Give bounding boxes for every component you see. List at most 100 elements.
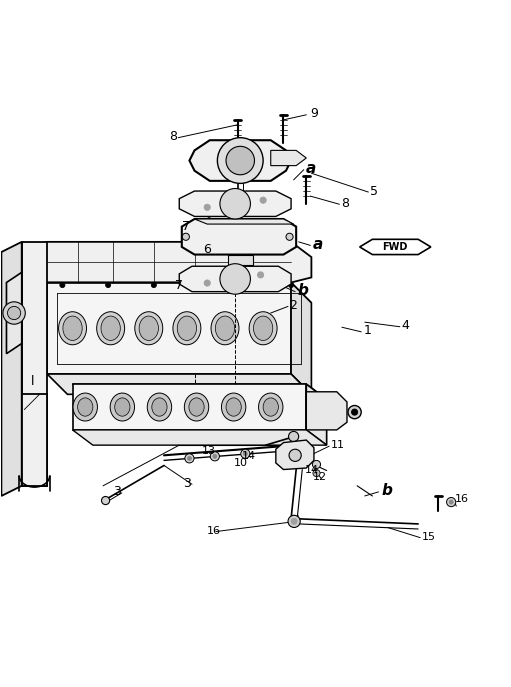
Circle shape (243, 282, 248, 288)
Text: 14: 14 (242, 451, 256, 462)
Circle shape (106, 282, 111, 288)
Text: 13: 13 (202, 447, 216, 456)
Text: 1: 1 (363, 324, 371, 337)
Text: b: b (382, 484, 392, 498)
Text: 16: 16 (455, 493, 469, 504)
Circle shape (352, 409, 358, 415)
Text: 11: 11 (331, 440, 345, 450)
Polygon shape (360, 239, 431, 255)
Circle shape (197, 282, 202, 288)
Polygon shape (190, 140, 291, 181)
Circle shape (226, 146, 254, 174)
Text: 8: 8 (169, 130, 177, 143)
Ellipse shape (177, 316, 197, 341)
Text: 3: 3 (183, 477, 191, 490)
Polygon shape (306, 384, 327, 445)
Polygon shape (195, 219, 294, 224)
Text: b: b (297, 283, 308, 298)
Text: 16: 16 (207, 526, 221, 536)
Ellipse shape (115, 398, 130, 416)
Polygon shape (73, 384, 327, 399)
Text: 4: 4 (401, 319, 409, 333)
Circle shape (204, 204, 210, 210)
Text: FWD: FWD (383, 242, 408, 252)
Text: a: a (305, 161, 316, 176)
Circle shape (182, 233, 190, 240)
Circle shape (220, 188, 250, 219)
Circle shape (449, 500, 453, 504)
Circle shape (447, 497, 456, 506)
Circle shape (288, 515, 300, 528)
Circle shape (217, 137, 263, 183)
Circle shape (3, 302, 25, 324)
Circle shape (60, 282, 65, 288)
Circle shape (289, 449, 301, 462)
Polygon shape (22, 394, 47, 486)
Ellipse shape (173, 312, 201, 345)
Circle shape (243, 452, 247, 455)
Circle shape (213, 454, 217, 458)
Ellipse shape (253, 316, 273, 341)
Circle shape (289, 431, 299, 442)
Circle shape (348, 405, 361, 418)
Circle shape (102, 497, 110, 505)
Ellipse shape (184, 393, 209, 421)
Text: 14: 14 (305, 464, 319, 475)
Polygon shape (271, 150, 306, 166)
Circle shape (220, 264, 250, 294)
Text: 12: 12 (313, 472, 327, 482)
Ellipse shape (263, 398, 278, 416)
Ellipse shape (249, 312, 277, 345)
Circle shape (289, 282, 294, 288)
Text: 5: 5 (370, 185, 378, 198)
Polygon shape (73, 384, 306, 430)
Ellipse shape (259, 393, 283, 421)
Ellipse shape (215, 316, 235, 341)
Text: 7: 7 (182, 220, 190, 233)
Ellipse shape (152, 398, 167, 416)
Text: a: a (312, 237, 322, 252)
Circle shape (241, 449, 250, 458)
Polygon shape (47, 282, 291, 374)
Text: 2: 2 (290, 299, 297, 312)
Circle shape (258, 272, 264, 278)
Circle shape (185, 454, 194, 463)
Circle shape (151, 282, 156, 288)
Text: 7: 7 (175, 278, 183, 291)
Text: 10: 10 (234, 458, 248, 469)
Circle shape (188, 456, 192, 460)
Ellipse shape (63, 316, 82, 341)
Ellipse shape (110, 393, 134, 421)
Polygon shape (22, 242, 47, 486)
Ellipse shape (221, 393, 246, 421)
Polygon shape (179, 191, 291, 216)
Polygon shape (47, 282, 311, 303)
Polygon shape (179, 267, 291, 292)
Circle shape (210, 452, 219, 461)
Ellipse shape (189, 398, 204, 416)
Polygon shape (291, 282, 311, 394)
Ellipse shape (78, 398, 93, 416)
Circle shape (260, 197, 266, 203)
Ellipse shape (211, 312, 239, 345)
Circle shape (291, 518, 297, 524)
Ellipse shape (139, 316, 158, 341)
Ellipse shape (147, 393, 172, 421)
Text: 3: 3 (113, 486, 121, 498)
Polygon shape (2, 242, 22, 496)
Circle shape (313, 469, 320, 477)
Polygon shape (227, 255, 253, 264)
Ellipse shape (226, 398, 241, 416)
Circle shape (204, 280, 210, 286)
Polygon shape (73, 430, 327, 445)
Polygon shape (276, 440, 314, 469)
Polygon shape (306, 392, 347, 430)
Text: 15: 15 (422, 532, 436, 541)
Polygon shape (7, 272, 22, 354)
Polygon shape (182, 219, 296, 255)
Circle shape (8, 306, 21, 319)
Circle shape (312, 460, 320, 469)
Ellipse shape (59, 312, 86, 345)
Ellipse shape (101, 316, 120, 341)
Ellipse shape (73, 393, 98, 421)
